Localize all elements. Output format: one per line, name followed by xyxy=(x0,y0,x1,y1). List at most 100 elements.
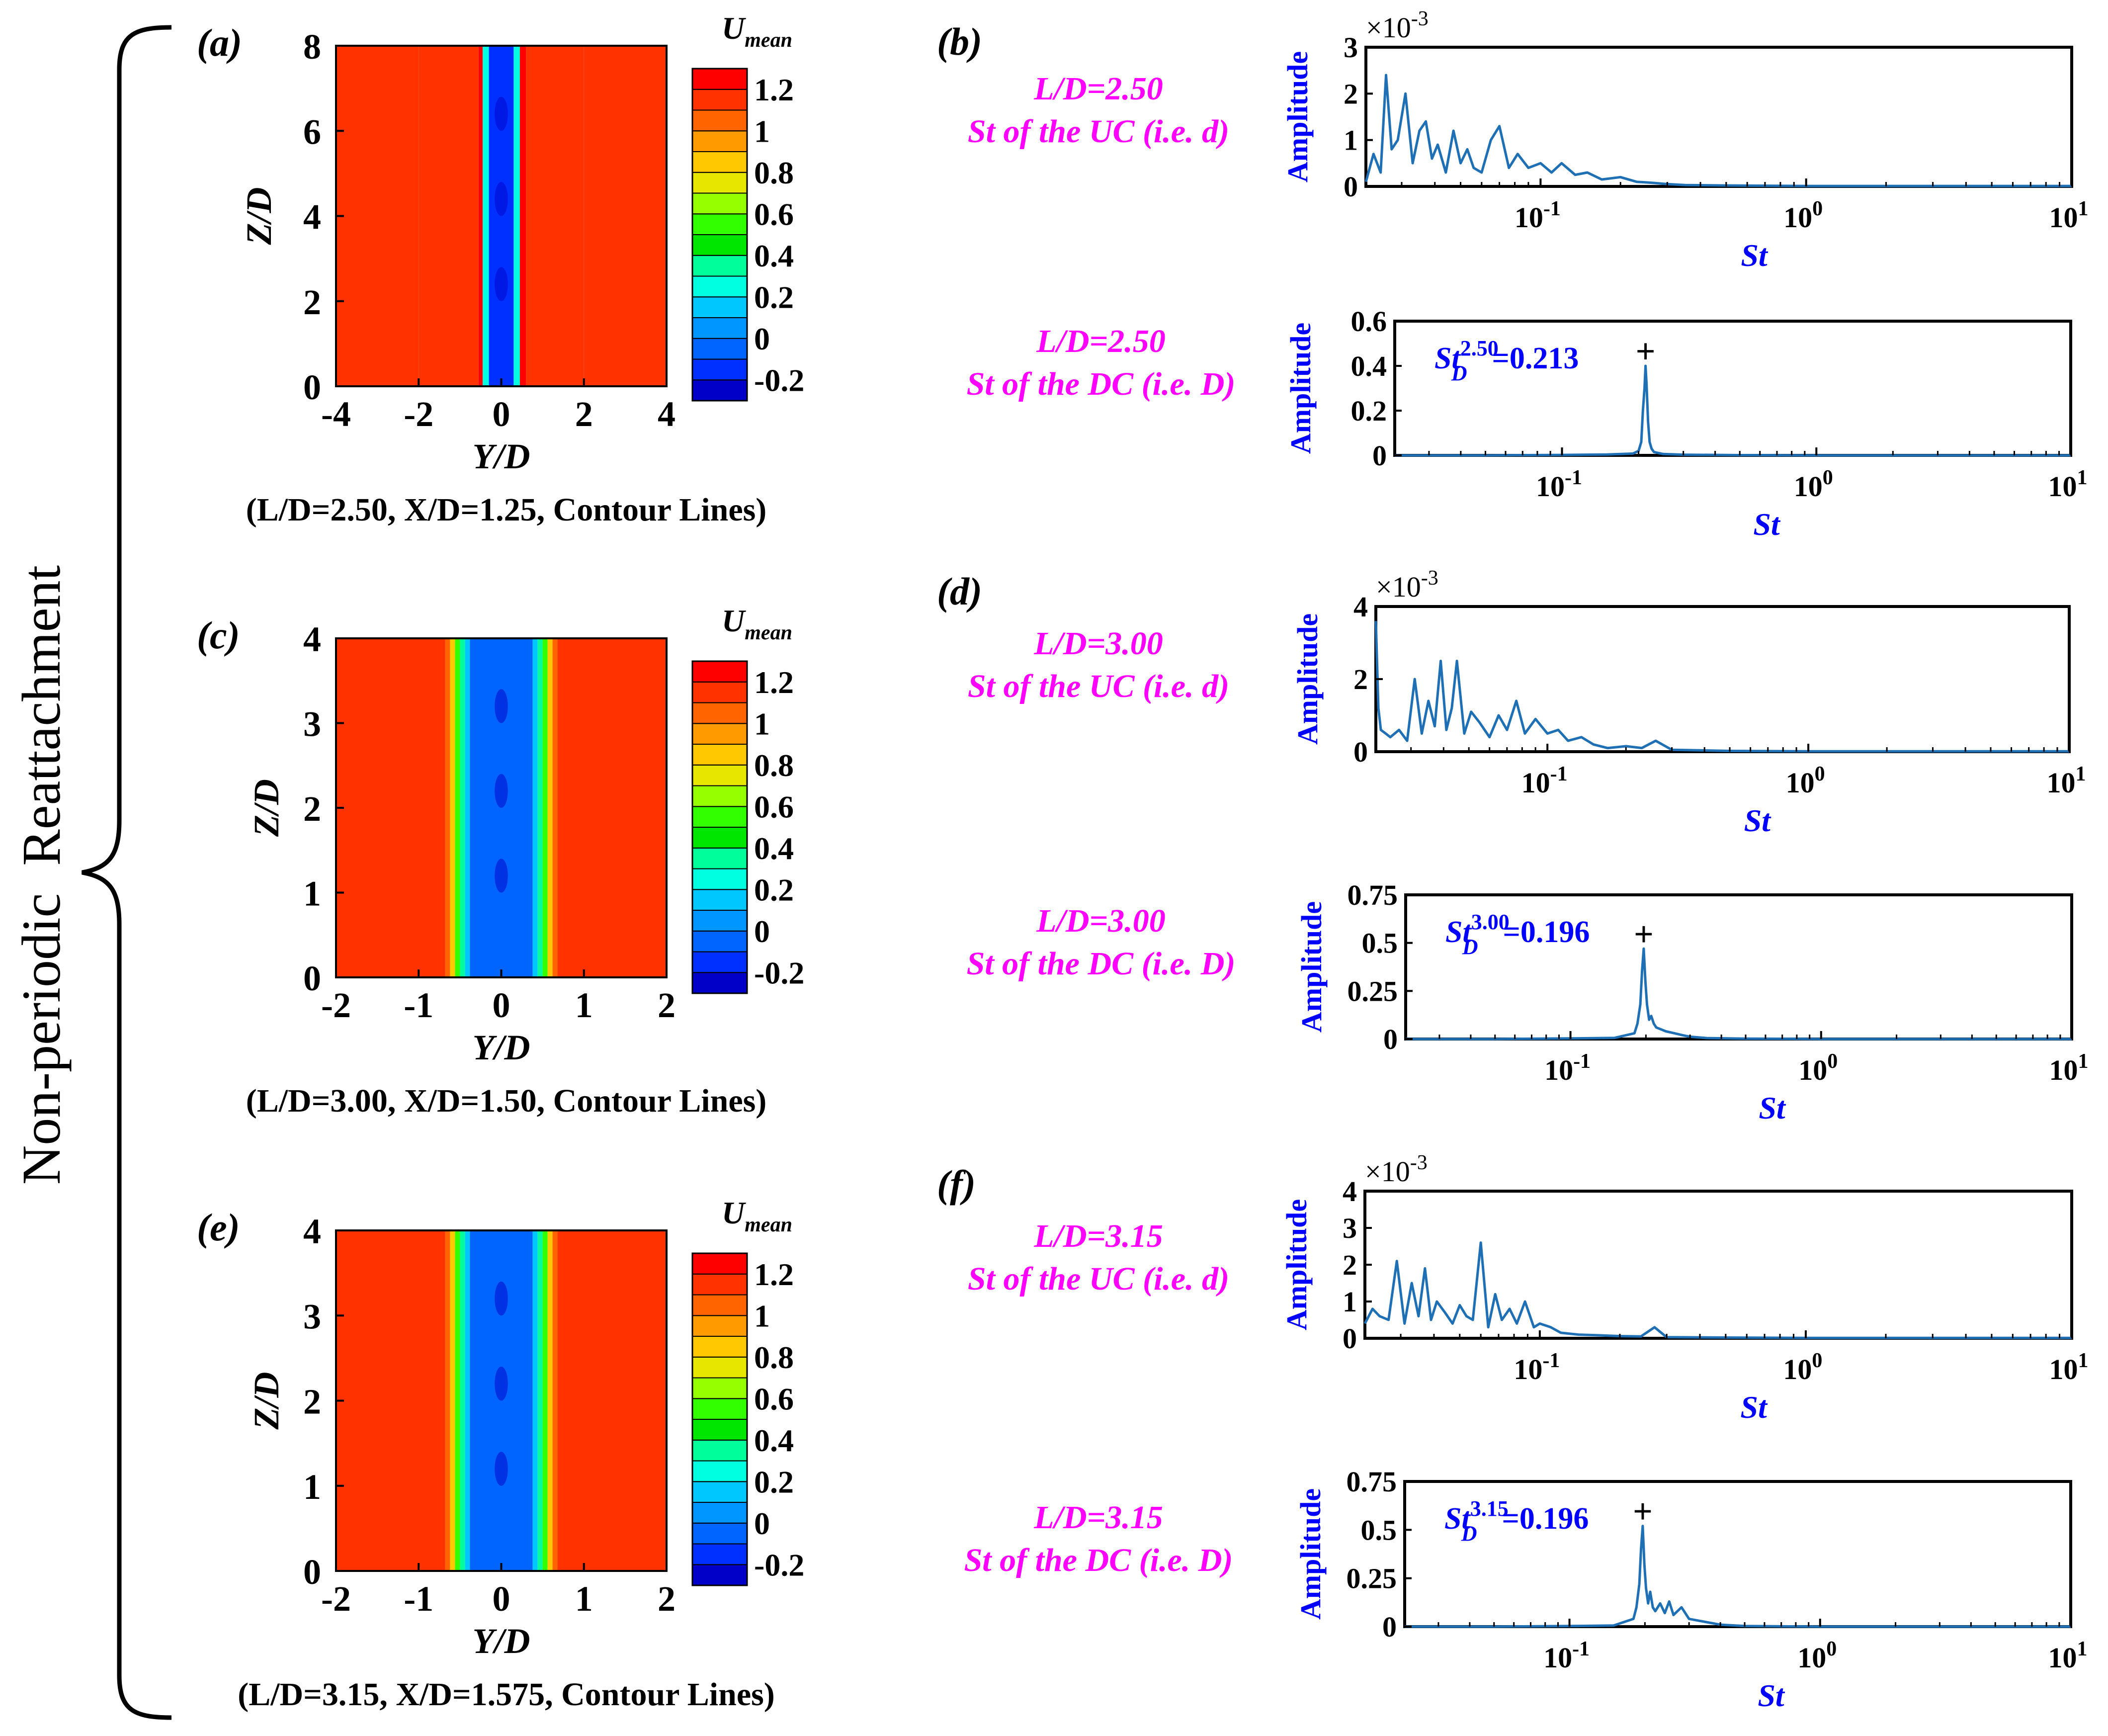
colorbar-cell xyxy=(692,1502,748,1524)
axis-multiplier: ×10-3 xyxy=(1365,1151,1428,1188)
x-tick-label-base: 10 xyxy=(2048,1642,2077,1674)
contour-blob xyxy=(495,267,508,301)
contour-band xyxy=(336,46,419,386)
y-tick-label: 4 xyxy=(1343,1175,1357,1208)
x-tick-label-exp: -1 xyxy=(1572,1638,1590,1660)
contour-band xyxy=(450,1230,455,1571)
colorbar-title: Umean xyxy=(722,10,792,52)
y-tick-label: 4 xyxy=(303,197,321,237)
panel-label: (c) xyxy=(197,613,240,657)
y-tick-label: 2 xyxy=(303,282,321,322)
axis-multiplier-exp: -3 xyxy=(1421,567,1438,590)
x-tick-label-base: 10 xyxy=(2049,201,2078,234)
x-tick-label: 100 xyxy=(1783,197,1823,234)
y-tick-label: 2 xyxy=(1343,1249,1357,1281)
contour-band xyxy=(557,638,667,977)
peak-annotation-sub: D xyxy=(1461,1521,1477,1546)
y-tick-label: 0.6 xyxy=(1351,305,1387,338)
y-tick-label: 4 xyxy=(303,1212,321,1251)
spectrum-panel-d2: L/D=3.00 St of the DC (i.e. D) 0 0.25 0.5 0.7… xyxy=(967,879,2089,1126)
contour-band xyxy=(542,1230,548,1571)
x-tick-label: 100 xyxy=(1798,1050,1838,1086)
x-tick-label: -1 xyxy=(404,1579,433,1619)
caption: (L/D=2.50, X/D=1.25, Contour Lines) xyxy=(246,492,767,528)
case-label-line: St of the UC (i.e. d) xyxy=(968,668,1229,704)
colorbar-title: Umean xyxy=(722,1195,792,1236)
x-tick-label-base: 10 xyxy=(1515,201,1543,234)
colorbar-cell xyxy=(692,764,748,786)
contour-band xyxy=(532,1230,538,1571)
colorbar-tick-label: 1.2 xyxy=(754,72,794,107)
y-tick-label: 4 xyxy=(1353,591,1368,623)
colorbar-cell xyxy=(692,172,748,194)
contour-band xyxy=(450,638,455,977)
x-tick-label: 100 xyxy=(1794,466,1833,503)
axis-multiplier-exp: -3 xyxy=(1410,1151,1428,1174)
spectrum-line xyxy=(1364,74,2072,187)
x-tick-label-base: 10 xyxy=(1794,470,1823,503)
contour-panel-a: (a) -4 -2 0 2 4 0 2 4 6 8 Y/D Z/D (L/D=2.50, X/D=1.25… xyxy=(197,10,804,528)
case-label-line: St of the DC (i.e. D) xyxy=(967,946,1236,982)
x-tick-label: 0 xyxy=(493,394,510,434)
x-tick-label: -2 xyxy=(404,394,433,434)
spectrum-line xyxy=(1406,947,2072,1041)
x-tick-label: 101 xyxy=(2048,1638,2088,1674)
colorbar-cell xyxy=(692,88,748,111)
spectrum-line xyxy=(1405,1525,2071,1628)
y-tick-label: 1 xyxy=(303,1467,321,1507)
contour-blob xyxy=(495,96,508,131)
colorbar-cell xyxy=(692,889,748,911)
peak-annotation-value: =0.196 xyxy=(1502,1502,1589,1536)
colorbar-cell xyxy=(692,151,748,173)
colorbar-cell xyxy=(692,317,748,339)
x-tick-label-base: 10 xyxy=(1783,201,1812,234)
x-tick-label-exp: 0 xyxy=(1812,197,1823,220)
y-tick-label: 2 xyxy=(1353,663,1368,695)
colorbar-tick-label: 1 xyxy=(754,706,770,741)
x-tick-label: -2 xyxy=(321,985,351,1025)
x-tick-label: -2 xyxy=(321,1579,351,1619)
x-tick-label: 0 xyxy=(493,985,510,1025)
colorbar-cell xyxy=(692,379,748,401)
side-label: Non-periodic Reattachment xyxy=(11,565,72,1185)
caption: (L/D=3.00, X/D=1.50, Contour Lines) xyxy=(246,1083,767,1119)
x-tick-label-exp: 0 xyxy=(1815,763,1825,785)
colorbar-title-sub: mean xyxy=(745,1214,792,1236)
x-tick-label-exp: 1 xyxy=(2078,1050,2089,1073)
colorbar-cell xyxy=(692,1336,748,1358)
x-axis-label: St xyxy=(1741,238,1769,273)
colorbar-cell xyxy=(692,1253,748,1275)
y-tick-label: 0 xyxy=(1343,1322,1357,1355)
case-label-line: St of the DC (i.e. D) xyxy=(967,366,1236,402)
x-axis-label: St xyxy=(1759,1090,1786,1126)
y-tick-label: 0 xyxy=(1353,736,1368,768)
peak-annotation-st: St xyxy=(1434,342,1461,375)
contour-band xyxy=(336,1230,445,1571)
peak-marker: + xyxy=(1633,1493,1653,1531)
x-tick-label: 10-1 xyxy=(1515,197,1561,234)
x-tick-label-exp: -1 xyxy=(1543,197,1561,220)
x-tick-label-exp: 1 xyxy=(2076,763,2086,785)
contour-band xyxy=(483,46,489,386)
colorbar-cell xyxy=(692,661,748,683)
colorbar-title-main: U xyxy=(722,1195,746,1230)
panel-label: (d) xyxy=(937,570,982,613)
contour-band xyxy=(526,46,584,386)
contour-band xyxy=(455,1230,460,1571)
y-tick-label: 0.75 xyxy=(1348,879,1398,911)
case-label-line: L/D=3.15 xyxy=(1033,1218,1163,1254)
x-axis-label: St xyxy=(1744,803,1772,838)
colorbar-frame xyxy=(691,660,748,994)
colorbar-tick-label: 0.4 xyxy=(754,1423,794,1458)
colorbar-cell xyxy=(692,1564,748,1586)
colorbar-cell xyxy=(692,1460,748,1482)
colorbar-tick-label: 0 xyxy=(754,914,770,949)
contour-band xyxy=(465,638,470,977)
y-axis-label: Z/D xyxy=(239,187,279,246)
y-tick-label: 0.4 xyxy=(1351,350,1387,382)
colorbar-cell xyxy=(692,234,748,256)
colorbar-title-sub: mean xyxy=(745,29,792,52)
colorbar-tick-label: 0.2 xyxy=(754,872,794,907)
